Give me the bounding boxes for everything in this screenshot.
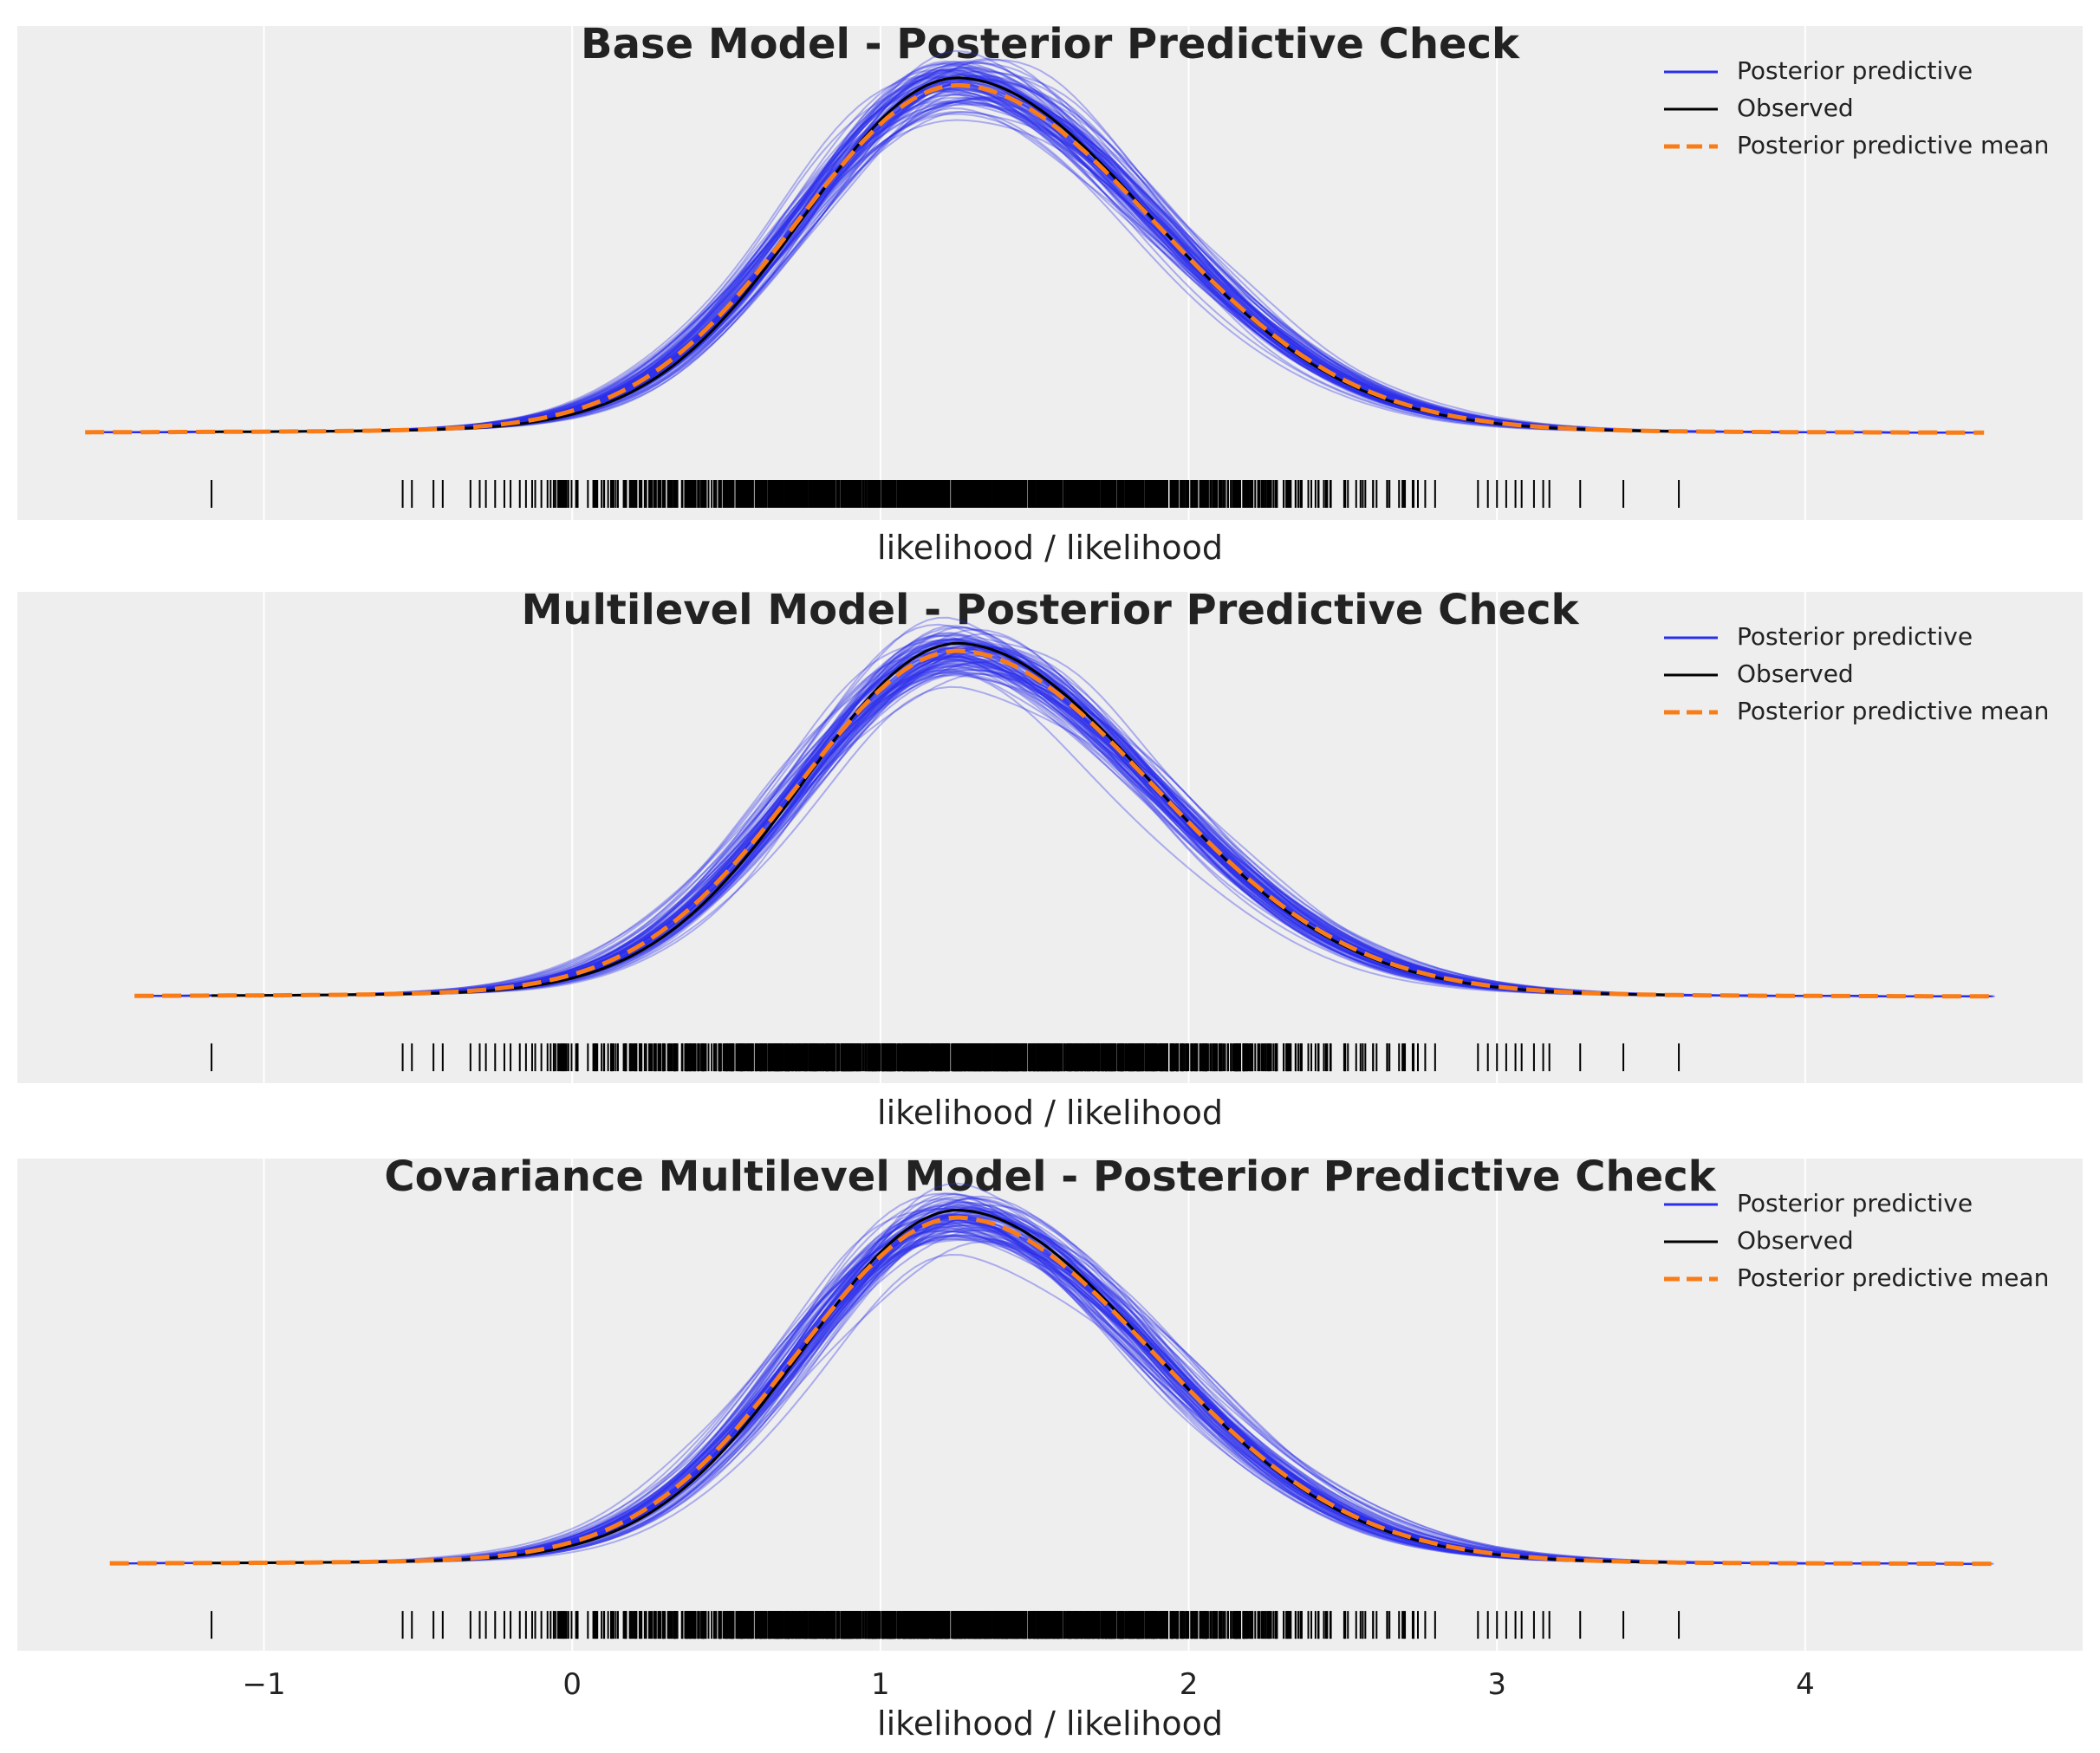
- posterior-predictive-mean-line: [109, 1215, 1997, 1567]
- axes-background: [17, 26, 2083, 520]
- posterior-predictive-mean-line: [85, 82, 1985, 435]
- posterior-predictive-line: [160, 658, 1993, 997]
- legend-entry: Posterior predictive mean: [1737, 131, 2049, 159]
- posterior-predictive-line: [224, 640, 1982, 997]
- legend-entry: Posterior predictive: [1737, 56, 1973, 85]
- legend: Posterior predictive Observed Posterior pr…: [1664, 622, 2049, 725]
- x-tick-label: 2: [1180, 1667, 1199, 1702]
- chart-title: Base Model - Posterior Predictive Check: [581, 20, 1520, 68]
- axes-background: [17, 592, 2083, 1083]
- rug-plot: [211, 480, 1681, 508]
- x-tick-label: 3: [1487, 1667, 1506, 1702]
- posterior-predictive-mean-line: [134, 648, 1997, 999]
- x-tick-label: 4: [1796, 1667, 1815, 1702]
- legend-entry: Posterior predictive: [1737, 1189, 1973, 1217]
- x-tick-label: −1: [242, 1667, 285, 1702]
- legend-entry: Posterior predictive mean: [1737, 1263, 2049, 1292]
- legend-entry: Observed: [1737, 659, 1854, 688]
- legend-entry: Posterior predictive mean: [1737, 697, 2049, 725]
- legend: Posterior predictive Observed Posterior pr…: [1664, 1189, 2049, 1292]
- chart-title: Multilevel Model - Posterior Predictive …: [522, 586, 1580, 634]
- x-axis-label: likelihood / likelihood: [877, 529, 1223, 567]
- x-axis-label: likelihood / likelihood: [877, 1094, 1223, 1132]
- rug-plot: [211, 1611, 1681, 1639]
- x-axis-label: likelihood / likelihood: [877, 1704, 1223, 1743]
- axes-background: [17, 1159, 2083, 1651]
- panel-covariance-multilevel-model: Covariance Multilevel Model - Posterior …: [17, 1152, 2083, 1743]
- legend-entry: Observed: [1737, 1226, 1854, 1255]
- legend-entry: Observed: [1737, 94, 1854, 122]
- chart-title: Covariance Multilevel Model - Posterior …: [384, 1152, 1716, 1201]
- legend: Posterior predictive Observed Posterior pr…: [1664, 56, 2049, 159]
- panel-multilevel-model: Multilevel Model - Posterior Predictive …: [17, 586, 2083, 1132]
- legend-entry: Posterior predictive: [1737, 622, 1973, 651]
- panel-base-model: Base Model - Posterior Predictive Check l…: [17, 20, 2083, 567]
- rug-plot: [211, 1043, 1681, 1072]
- x-tick-label: 0: [562, 1667, 582, 1702]
- x-tick-label: 1: [871, 1667, 890, 1702]
